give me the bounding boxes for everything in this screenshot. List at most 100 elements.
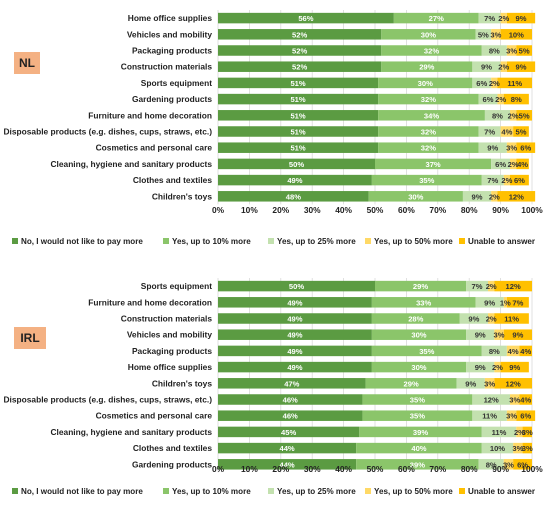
data-label: 6% [495, 160, 506, 169]
bar-segment [488, 313, 495, 324]
data-label: 51% [290, 128, 305, 137]
data-label: 5% [519, 47, 530, 56]
data-label: 3% [522, 444, 533, 453]
bar-segment [218, 361, 372, 373]
data-label: 10% [509, 30, 524, 39]
bar-segment [500, 61, 507, 72]
data-label: 3% [506, 47, 517, 56]
bar-segment [481, 426, 517, 438]
bar-segment [522, 442, 532, 454]
data-label: 9% [481, 63, 492, 72]
bar-segment [481, 442, 514, 454]
bar-segment [506, 410, 517, 421]
category-label: Packaging products [132, 346, 212, 356]
bar-segment [472, 61, 501, 72]
bar-segment [506, 61, 536, 72]
data-label: 9% [487, 144, 498, 153]
data-label: 32% [421, 95, 436, 104]
bar-segment [359, 426, 482, 438]
data-label: 30% [418, 79, 433, 88]
bar-segment [478, 142, 507, 153]
data-label: 5% [516, 128, 527, 137]
data-label: 3% [503, 460, 514, 469]
bar-segment [381, 29, 476, 40]
x-tick-label: 50% [367, 464, 384, 474]
data-label: 2% [489, 79, 500, 88]
data-label: 52% [292, 47, 307, 56]
bar-segment [472, 394, 511, 405]
data-label: 39% [410, 460, 425, 469]
bar-segment [494, 313, 529, 324]
category-label: Furniture and home decoration [88, 297, 212, 307]
category-label: Cleaning, hygiene and sanitary products [51, 427, 213, 437]
data-label: 6% [520, 412, 531, 421]
legend-label: Unable to answer [468, 487, 536, 496]
bar-segment [466, 329, 495, 340]
data-label: 49% [287, 347, 302, 356]
data-label: 37% [425, 160, 440, 169]
data-label: 3% [484, 379, 495, 388]
data-label: 3% [509, 396, 520, 405]
category-label: Home office supplies [128, 362, 213, 372]
data-label: 29% [419, 63, 434, 72]
data-label: 9% [475, 331, 486, 340]
bar-segment [218, 126, 379, 137]
bar-segment [481, 345, 507, 357]
data-label: 3% [512, 444, 523, 453]
x-tick-label: 60% [398, 464, 415, 474]
legend-swatch [268, 238, 274, 244]
bar-segment [484, 378, 495, 389]
data-label: 44% [279, 444, 294, 453]
category-label: Cosmetics and personal care [96, 411, 213, 421]
bar-segment [519, 345, 532, 357]
data-label: 2% [514, 428, 525, 437]
bar-segment [218, 394, 363, 405]
data-label: 50% [289, 282, 304, 291]
data-label: 8% [489, 47, 500, 56]
bar-segment [218, 297, 372, 308]
data-label: 27% [429, 14, 444, 23]
bar-segment [371, 361, 467, 373]
data-label: 10% [490, 444, 505, 453]
data-label: 47% [284, 379, 299, 388]
data-label: 49% [287, 176, 302, 185]
data-label: 6% [517, 460, 528, 469]
x-tick-label: 80% [461, 464, 478, 474]
bar-segment [516, 110, 532, 121]
data-label: 3% [506, 412, 517, 421]
data-label: 46% [283, 412, 298, 421]
legend-label: Yes, up to 50% more [374, 487, 453, 496]
data-label: 35% [419, 347, 434, 356]
data-label: 51% [290, 144, 305, 153]
bar-segment [506, 12, 536, 24]
bar-segment [218, 29, 382, 40]
data-label: 2% [492, 363, 503, 372]
bar-segment [378, 126, 479, 137]
data-label: 12% [506, 282, 521, 291]
data-label: 4% [520, 347, 531, 356]
bar-segment [378, 93, 479, 105]
data-label: 3% [506, 144, 517, 153]
data-label: 29% [413, 282, 428, 291]
legend-label: No, I would not like to pay more [21, 237, 143, 246]
bar-segment [522, 426, 532, 438]
data-label: 3% [494, 331, 505, 340]
data-label: 12% [506, 379, 521, 388]
bar-segment [218, 158, 375, 170]
country-label-box [14, 327, 46, 349]
category-label: Cosmetics and personal care [96, 143, 213, 153]
category-label: Disposable products (e.g. dishes, cups, … [4, 127, 213, 137]
data-label: 48% [286, 192, 301, 201]
x-tick-label: 40% [335, 205, 352, 215]
data-label: 49% [287, 331, 302, 340]
data-label: 2% [508, 160, 519, 169]
data-label: 4% [508, 347, 519, 356]
data-label: 4% [520, 396, 531, 405]
legend-swatch [459, 488, 465, 494]
bar-segment [218, 61, 382, 72]
bar-segment [513, 126, 529, 137]
bar-segment [478, 126, 501, 137]
data-label: 30% [411, 331, 426, 340]
x-tick-label: 20% [272, 464, 289, 474]
legend-label: Unable to answer [468, 237, 536, 246]
